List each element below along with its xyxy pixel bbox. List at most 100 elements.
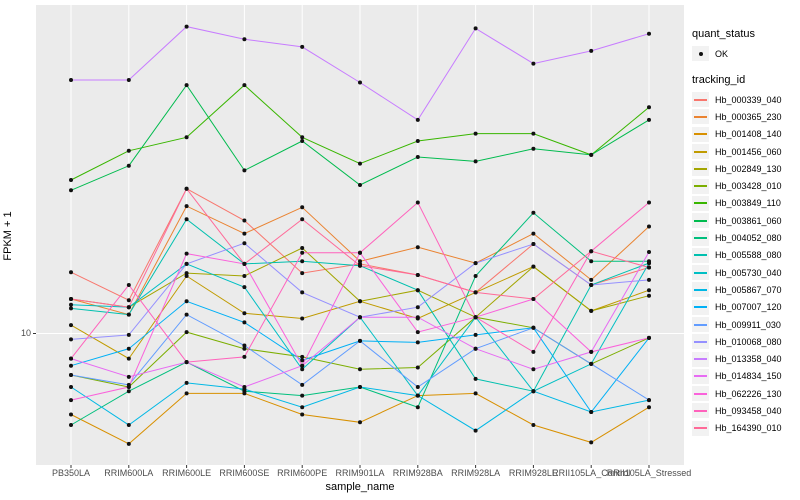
legend-key [692, 351, 709, 367]
line-swatch-icon [694, 427, 707, 430]
data-point [415, 245, 420, 250]
data-point [589, 283, 594, 287]
data-point [647, 250, 651, 254]
data-point [126, 332, 131, 337]
x-axis-tick-label: RRIM928BA [392, 468, 443, 478]
data-point [589, 259, 594, 264]
line-swatch-icon [694, 115, 707, 118]
line-swatch-icon [694, 254, 707, 257]
data-point [184, 186, 189, 191]
legend-item-label: Hb_003849_110 [715, 198, 781, 209]
data-point [415, 385, 420, 389]
data-point [69, 78, 73, 82]
data-point [358, 80, 362, 85]
data-point [415, 200, 420, 205]
data-point [358, 299, 362, 304]
data-point [184, 330, 189, 335]
data-point [531, 423, 536, 427]
data-point [415, 155, 420, 159]
legend-tracking-items: Hb_000339_040 Hb_000365_230 Hb_001408_140 H… [692, 91, 798, 437]
legend-key [692, 92, 709, 108]
data-point [647, 405, 651, 410]
legend-item-label: Hb_005867_070 [715, 284, 782, 295]
legend-key [692, 299, 709, 315]
legend-item-label: Hb_000365_230 [715, 111, 782, 122]
data-point [69, 373, 73, 377]
data-point [415, 117, 420, 122]
data-point [531, 231, 536, 236]
data-point [473, 428, 478, 433]
legend-key [692, 195, 709, 211]
line-swatch-icon [694, 323, 707, 326]
data-point [415, 365, 420, 370]
data-point [300, 139, 305, 143]
data-point [69, 178, 73, 182]
data-point [300, 405, 305, 410]
data-point [589, 308, 594, 313]
data-point [126, 305, 131, 310]
data-point [300, 382, 305, 387]
x-axis-tick-label: PB350LA [51, 468, 91, 478]
data-point [69, 385, 73, 389]
data-point [242, 83, 247, 88]
data-point [300, 246, 305, 250]
legend-item-Hb_014834_150: Hb_014834_150 [692, 368, 798, 385]
data-point [589, 361, 594, 366]
data-point [473, 261, 478, 266]
legend-item-label: Hb_093458_040 [715, 405, 782, 416]
line-swatch-icon [694, 185, 707, 188]
data-point [126, 374, 131, 379]
data-point [126, 389, 131, 394]
data-point [242, 37, 247, 42]
line-swatch-icon [694, 219, 707, 222]
legend-item-label: Hb_001456_060 [715, 146, 782, 157]
data-point [184, 24, 189, 29]
data-point [531, 367, 536, 372]
legend: quant_status OK tracking_id Hb_000339_04… [692, 28, 798, 437]
x-axis-tick-label: RRIM901LA [335, 468, 385, 478]
legend-key [692, 403, 709, 419]
legend-item-Hb_003849_110: Hb_003849_110 [692, 195, 798, 212]
x-axis-tick-label: RRIM600LE [162, 468, 212, 478]
legend-item-Hb_010068_080: Hb_010068_080 [692, 333, 798, 350]
data-point [184, 251, 189, 256]
data-point [647, 265, 651, 270]
line-swatch-icon [694, 375, 707, 378]
data-point [647, 117, 651, 122]
legend-key [692, 213, 709, 229]
data-point [531, 210, 536, 215]
data-point [531, 146, 536, 151]
y-axis-title: FPKM + 1 [2, 211, 14, 261]
legend-item-label: OK [715, 48, 729, 59]
data-point [300, 259, 305, 264]
data-point [242, 168, 247, 173]
data-point [300, 316, 305, 321]
legend-key [692, 282, 709, 298]
data-point [69, 297, 73, 301]
data-point [415, 340, 420, 345]
x-axis-title: sample_name [325, 481, 395, 493]
legend-item-quant-ok: OK [692, 45, 798, 62]
data-point [184, 204, 189, 209]
data-point [184, 274, 189, 278]
legend-title-quant-status: quant_status [692, 28, 755, 40]
data-point [69, 270, 73, 275]
legend-item-Hb_005588_080: Hb_005588_080 [692, 247, 798, 264]
legend-key [692, 161, 709, 177]
data-point [69, 188, 73, 193]
data-point [473, 159, 478, 164]
data-point [647, 293, 651, 298]
line-swatch-icon [694, 98, 707, 101]
data-point [69, 323, 73, 328]
data-point [589, 48, 594, 53]
data-point [473, 332, 478, 337]
y-axis-tick-label: 10 [20, 328, 31, 338]
data-point [358, 183, 362, 187]
data-point [647, 398, 651, 403]
data-point [184, 312, 189, 317]
data-point [647, 277, 651, 282]
line-swatch-icon [694, 306, 707, 309]
data-point [242, 218, 247, 223]
data-point [647, 200, 651, 205]
data-point [647, 224, 651, 229]
